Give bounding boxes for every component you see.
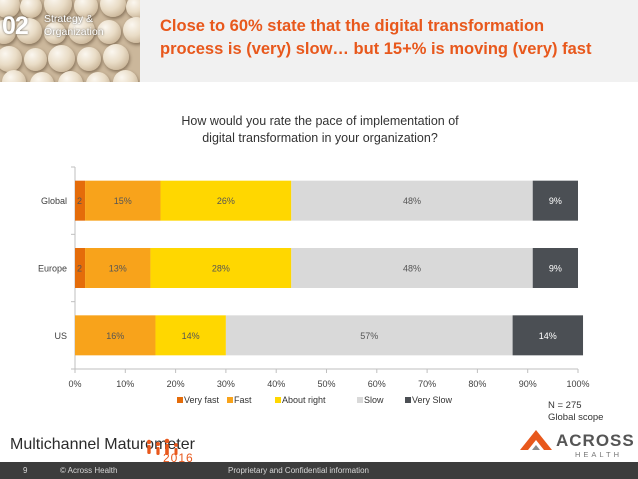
- legend-swatch: [357, 397, 363, 403]
- bar-data-label: 48%: [403, 264, 421, 274]
- bar-segment: [532, 180, 578, 221]
- across-logo-name: ACROSS: [556, 431, 635, 450]
- legend-label: About right: [282, 395, 326, 405]
- bar-segment: [150, 248, 292, 288]
- slide-title: Close to 60% state that the digital tran…: [160, 15, 630, 61]
- bar-data-label: 16%: [106, 331, 124, 341]
- category-label: Global: [41, 196, 67, 206]
- bar-data-label: 28%: [212, 264, 230, 274]
- chart-question-line1: How would you rate the pace of implement…: [181, 114, 459, 128]
- bar-data-label: 14%: [539, 331, 557, 341]
- legend-swatch: [177, 397, 183, 403]
- x-tick-label: 50%: [317, 379, 335, 389]
- x-tick-label: 100%: [566, 379, 589, 389]
- x-tick-label: 80%: [468, 379, 486, 389]
- x-tick-label: 20%: [167, 379, 185, 389]
- sample-size: N = 275: [548, 400, 582, 411]
- x-tick-label: 30%: [217, 379, 235, 389]
- across-logo-subtitle: HEALTH: [575, 450, 623, 459]
- legend-swatch: [405, 397, 411, 403]
- bar-segment: [160, 180, 292, 221]
- footer-copyright: © Across Health: [60, 466, 118, 475]
- slide-title-line1: Close to 60% state that the digital tran…: [160, 17, 545, 35]
- across-logo-icon: [520, 430, 552, 450]
- bar-data-label: 13%: [109, 264, 127, 274]
- category-label: Europe: [38, 264, 67, 274]
- legend-swatch: [227, 397, 233, 403]
- category-label: US: [54, 331, 67, 341]
- page-number: 9: [23, 466, 28, 475]
- stacked-bar-chart: 0% 10% 20% 30% 40% 50% 60% 70% 80% 90% 100% Global 2…: [38, 166, 590, 405]
- bar-segment: [512, 315, 584, 356]
- sample-scope: Global scope: [548, 412, 604, 423]
- section-number: 02: [2, 12, 29, 40]
- x-tick-label: 0%: [68, 379, 81, 389]
- bar-data-label: 57%: [360, 331, 378, 341]
- legend-label: Very Slow: [412, 395, 453, 405]
- legend-swatch: [275, 397, 281, 403]
- bar-segment: [85, 248, 151, 288]
- x-tick-label: 70%: [418, 379, 436, 389]
- section-label-line2: Organization: [44, 26, 104, 38]
- bar-data-label: 2: [77, 264, 82, 274]
- bar-data-label: 15%: [114, 196, 132, 206]
- header-band: 02 Strategy & Organization Close to 60% …: [0, 0, 638, 82]
- sample-info: N = 275 Global scope: [548, 400, 603, 424]
- bar-data-label: 9%: [549, 196, 562, 206]
- bar-data-label: 26%: [217, 196, 235, 206]
- people-figures-icon: [146, 438, 178, 455]
- x-tick-label: 40%: [267, 379, 285, 389]
- bar-segment: [75, 315, 156, 356]
- x-tick-label: 10%: [116, 379, 134, 389]
- maturometer-year: 2016: [163, 451, 194, 465]
- legend-label: Slow: [364, 395, 384, 405]
- bar-data-label: 14%: [182, 331, 200, 341]
- bar-segment: [75, 248, 86, 288]
- x-tick-label: 60%: [368, 379, 386, 389]
- chart-question-line2: digital transformation in your organizat…: [202, 131, 438, 145]
- footer-confidential: Proprietary and Confidential information: [228, 466, 369, 475]
- bar-segment: [532, 248, 578, 288]
- bar-data-label: 48%: [403, 196, 421, 206]
- slide-title-line2: process is (very) slow… but 15+% is movi…: [160, 40, 592, 58]
- bar-segment: [291, 248, 533, 288]
- pebbles-image: 02 Strategy & Organization: [0, 0, 140, 82]
- bar-segment: [155, 315, 226, 356]
- x-tick-label: 90%: [519, 379, 537, 389]
- legend-label: Fast: [234, 395, 252, 405]
- footer-bar: 9 © Across Health Proprietary and Confid…: [0, 462, 638, 479]
- section-label: Strategy & Organization: [44, 13, 104, 39]
- bar-data-label: 9%: [549, 264, 562, 274]
- bar-segment: [75, 180, 86, 221]
- chart-question: How would you rate the pace of implement…: [100, 113, 540, 147]
- bar-segment: [225, 315, 513, 356]
- bar-segment: [291, 180, 533, 221]
- bar-data-label: 2: [77, 196, 82, 206]
- section-label-line1: Strategy &: [44, 13, 94, 25]
- legend-label: Very fast: [184, 395, 220, 405]
- bar-segment: [85, 180, 161, 221]
